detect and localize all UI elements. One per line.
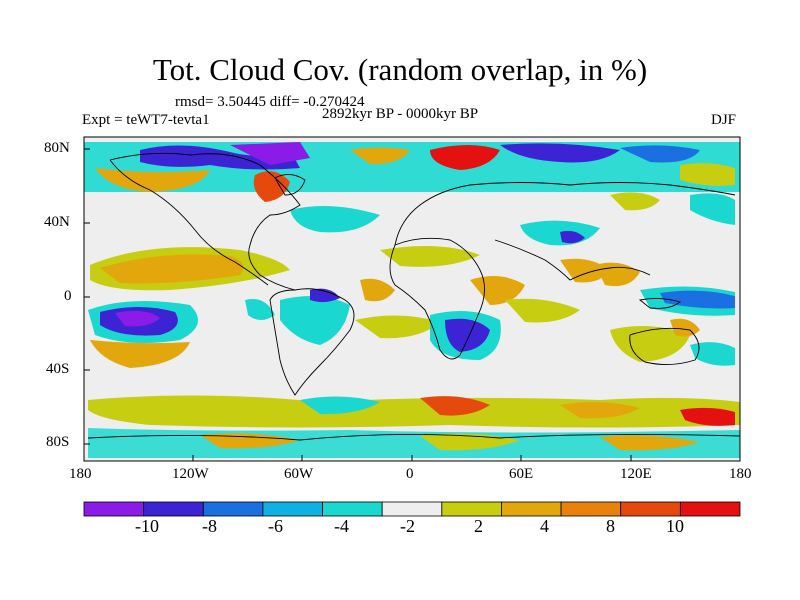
lon-tick-label: 120W xyxy=(172,466,209,482)
island-coast xyxy=(638,297,681,309)
colorbar-box xyxy=(322,501,383,517)
colorbar-label: 8 xyxy=(606,516,615,536)
lon-tick-label: 60E xyxy=(509,466,534,482)
anomaly-patch xyxy=(280,296,350,345)
greenland-coast xyxy=(274,174,306,196)
anomaly-patch xyxy=(610,192,660,211)
anomaly-patch xyxy=(505,298,580,323)
lon-tick-label: 120E xyxy=(620,466,652,482)
contour-field xyxy=(84,137,740,461)
lat-tick-label: 80S xyxy=(46,434,70,450)
lon-tick-label: 0 xyxy=(406,466,414,482)
plot-title: Tot. Cloud Cov. (random overlap, in %) xyxy=(152,52,648,87)
colorbar-box xyxy=(202,501,264,517)
anomaly-patch xyxy=(445,318,490,352)
lat-tick-label: 40S xyxy=(46,361,70,377)
antarctic-anomaly xyxy=(200,433,300,449)
southern-ocean-anomaly xyxy=(88,395,740,428)
lat-tick-label: 80N xyxy=(44,140,70,156)
southern-ocean-anomaly xyxy=(300,396,380,415)
lon-tick-label: 180 xyxy=(729,466,752,482)
colorbar-label: -2 xyxy=(400,516,415,536)
colorbar-box xyxy=(620,501,681,517)
southern-ocean-anomaly xyxy=(680,407,735,426)
lat-tick-label: 40N xyxy=(44,214,70,230)
lon-tick-label: 60W xyxy=(284,466,314,482)
experiment-label: Expt = teWT7-tevta1 xyxy=(82,112,210,128)
colorbar-label: -6 xyxy=(268,516,283,536)
colorbar xyxy=(83,501,741,517)
arctic-anomaly xyxy=(500,143,620,163)
colorbar-label: 4 xyxy=(540,516,549,536)
southern-ocean-anomaly xyxy=(420,396,490,416)
australia-coast xyxy=(629,327,700,365)
lat-tick-label: 0 xyxy=(64,288,72,304)
colorbar-label: -10 xyxy=(135,516,159,536)
arctic-anomaly xyxy=(350,147,410,165)
antarctica-coast xyxy=(87,433,740,441)
anomaly-patch xyxy=(90,340,190,368)
anomaly-patch xyxy=(245,299,275,320)
colorbar-box xyxy=(501,501,562,517)
arctic-anomaly xyxy=(620,145,700,163)
south-asia-coast xyxy=(494,239,651,281)
colorbar-label: -4 xyxy=(334,516,349,536)
colorbar-label: 2 xyxy=(474,516,483,536)
north-america-coast xyxy=(109,159,269,286)
colorbar-box xyxy=(679,501,741,517)
arctic-anomaly xyxy=(430,145,500,170)
arctic-anomaly xyxy=(230,142,310,165)
north-america-coast xyxy=(109,152,301,291)
anomaly-patch xyxy=(290,206,380,233)
anomaly-patch xyxy=(560,230,585,244)
anomaly-patch xyxy=(380,246,480,267)
southern-ocean-anomaly xyxy=(560,402,640,419)
anomaly-patch xyxy=(310,288,340,303)
colorbar-label: -8 xyxy=(202,516,217,536)
rmsd-diff-stats: rmsd= 3.50445 diff= -0.270424 xyxy=(175,94,365,110)
south-america-coast xyxy=(269,288,355,396)
colorbar-box xyxy=(83,501,145,517)
anomaly-patch xyxy=(660,290,735,309)
colorbar-label: 10 xyxy=(666,516,684,536)
anomaly-patch xyxy=(100,254,244,284)
anomaly-patch xyxy=(355,315,440,339)
arctic-anomaly xyxy=(680,163,735,186)
colorbar-box xyxy=(262,501,323,517)
coastlines xyxy=(87,152,740,441)
period-label: 2892kyr BP - 0000kyr BP xyxy=(322,106,479,122)
anomaly-patch xyxy=(115,310,160,327)
eurasia-coast xyxy=(394,182,736,246)
axis-ticks xyxy=(83,148,741,461)
colorbar-box xyxy=(381,501,443,517)
anomaly-patch xyxy=(690,193,735,225)
anomaly-patch xyxy=(690,342,735,366)
anomaly-patch xyxy=(360,278,395,302)
colorbar-box xyxy=(143,501,204,517)
colorbar-box xyxy=(560,501,622,517)
africa-coast xyxy=(389,237,485,360)
arctic-anomaly xyxy=(140,145,300,170)
season-label: DJF xyxy=(711,112,737,128)
antarctic-anomaly xyxy=(600,435,700,451)
lon-tick-label: 180 xyxy=(69,466,92,482)
arctic-anomaly xyxy=(253,171,290,202)
colorbar-box xyxy=(441,501,502,517)
